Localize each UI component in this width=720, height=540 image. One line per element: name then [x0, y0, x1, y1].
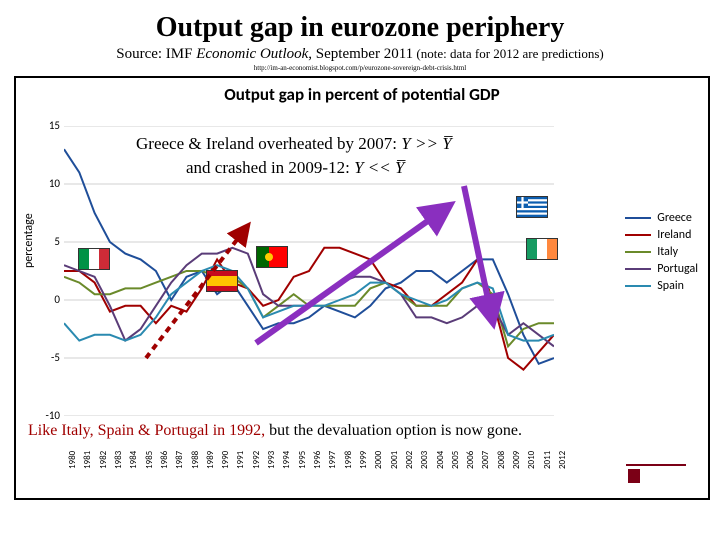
slide-root: Output gap in eurozone periphery Source:…: [0, 0, 720, 540]
annotation-crashed: and crashed in 2009-12: Y << Y̅: [186, 158, 404, 178]
ann-math: Y >>: [401, 134, 438, 153]
ann-text: Greece & Ireland overheated by 2007:: [136, 134, 401, 153]
annotation-overheated: Greece & Ireland overheated by 2007: Y >…: [136, 134, 452, 154]
source-rest: , September 2011: [308, 46, 413, 62]
bottom-annotation: Like Italy, Spain & Portugal in 1992, bu…: [28, 422, 522, 440]
source-note: (note: data for 2012 are predictions): [413, 46, 604, 61]
source-prefix: Source: IMF: [116, 46, 196, 62]
portugal-flag: [256, 246, 288, 268]
greece-flag: [516, 196, 548, 218]
spain-flag: [206, 270, 238, 292]
ireland-flag: [526, 238, 558, 260]
harvard-logo: [626, 464, 686, 492]
ann-math: Y <<: [354, 158, 391, 177]
y-axis-label: percentage: [22, 213, 36, 268]
source-em: Economic Outlook: [196, 46, 308, 62]
italy-flag: [78, 248, 110, 270]
chart-container: Output gap in percent of potential GDP p…: [14, 76, 710, 500]
source-url: http://im-an-economist.blogspot.com/p/eu…: [14, 64, 706, 72]
chart-title: Output gap in percent of potential GDP: [16, 84, 708, 105]
legend: GreeceIrelandItalyPortugalSpain: [625, 208, 698, 296]
source-line: Source: IMF Economic Outlook, September …: [14, 46, 706, 63]
ann-ybar: Y̅: [395, 158, 404, 177]
ann-text: and crashed in 2009-12:: [186, 158, 354, 177]
ann-ybar: Y̅: [442, 134, 451, 153]
bottom-black: but the devaluation option is now gone.: [265, 422, 522, 439]
page-title: Output gap in eurozone periphery: [14, 12, 706, 44]
bottom-red: Like Italy, Spain & Portugal in 1992,: [28, 422, 265, 439]
